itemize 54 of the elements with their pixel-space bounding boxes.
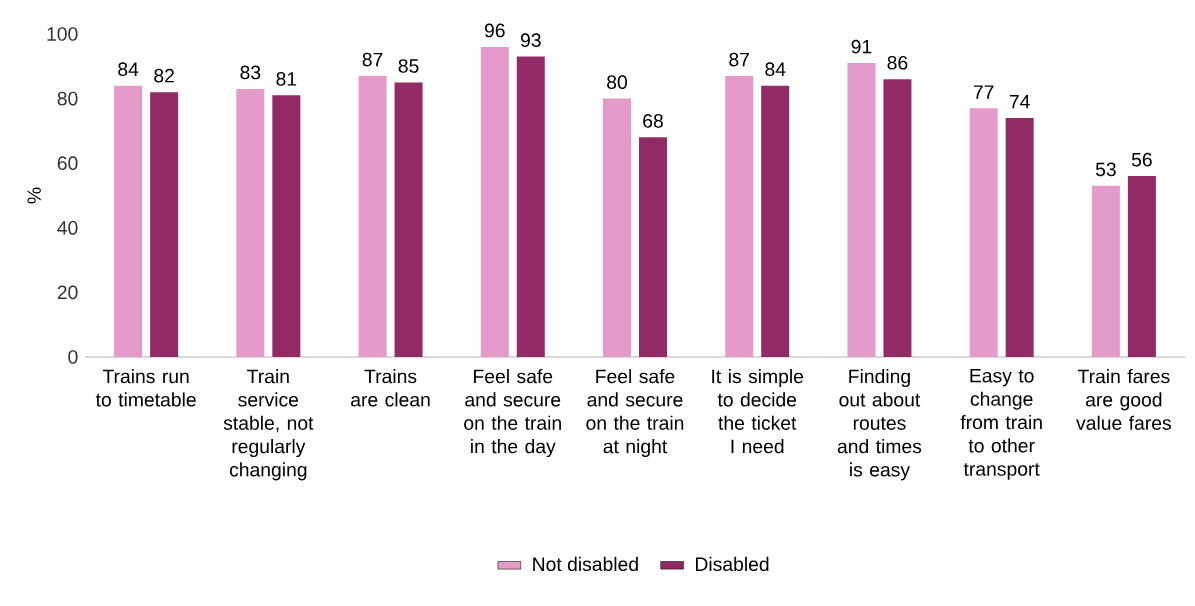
bar: [725, 75, 754, 357]
data-label: 87: [362, 52, 383, 67]
x-tick-label: Easy to change from train to other transport: [960, 369, 1042, 480]
data-label: 80: [607, 75, 627, 89]
y-axis-title: %: [27, 187, 41, 204]
bar: [236, 88, 265, 357]
bar: [1091, 185, 1120, 357]
x-tick-label: Trains are clean: [351, 369, 430, 407]
bar: [761, 85, 790, 357]
bar: [603, 98, 631, 357]
bar: [114, 85, 143, 357]
y-tick-label: 20: [57, 285, 78, 300]
bar: [516, 56, 545, 357]
data-label: 85: [398, 59, 419, 73]
y-tick-label: 100: [47, 27, 78, 41]
bar: [883, 79, 912, 357]
x-tick-label: It is simple to decide the ticket I need: [712, 369, 804, 454]
bar: [272, 95, 301, 357]
data-label: 84: [765, 62, 786, 77]
data-label: 91: [851, 39, 872, 54]
bar: [150, 92, 179, 357]
bar: [358, 75, 387, 357]
y-tick-label: 60: [57, 156, 78, 171]
data-label: 96: [484, 23, 505, 38]
y-tick-label: 80: [57, 91, 78, 106]
bar: [1005, 117, 1034, 357]
data-label: 56: [1131, 152, 1152, 167]
data-label: 93: [520, 33, 541, 47]
data-label: 83: [240, 65, 261, 80]
x-tick-label: Feel safe and secure on the train at night: [586, 369, 684, 458]
legend-label: Not disabled: [533, 556, 638, 572]
bar: [969, 108, 998, 357]
x-tick-label: Feel safe and secure on the train in the day: [464, 369, 561, 458]
data-label: 84: [118, 62, 139, 77]
data-label: 53: [1095, 162, 1116, 177]
bar: [394, 82, 423, 357]
data-label: 86: [887, 55, 908, 70]
x-tick-label: Train fares are good value fares: [1076, 369, 1171, 430]
x-tick-label: Finding out about routes and times is easy: [837, 369, 922, 481]
legend-label: Disabled: [696, 556, 769, 572]
data-label: 82: [154, 68, 174, 83]
bar: [639, 137, 667, 357]
x-tick-label: Trains run to timetable: [95, 369, 196, 407]
y-tick-label: 40: [57, 220, 78, 235]
bar: [847, 63, 876, 357]
data-label: 77: [973, 85, 994, 99]
bar: [480, 46, 509, 357]
y-tick-label: 0: [68, 350, 78, 364]
x-tick-label: Train service stable, not regularly changing: [223, 369, 314, 481]
data-label: 87: [729, 52, 749, 67]
data-label: 74: [1009, 95, 1030, 109]
data-label: 81: [276, 72, 297, 86]
bar: [1127, 176, 1156, 357]
data-label: 68: [643, 114, 663, 128]
